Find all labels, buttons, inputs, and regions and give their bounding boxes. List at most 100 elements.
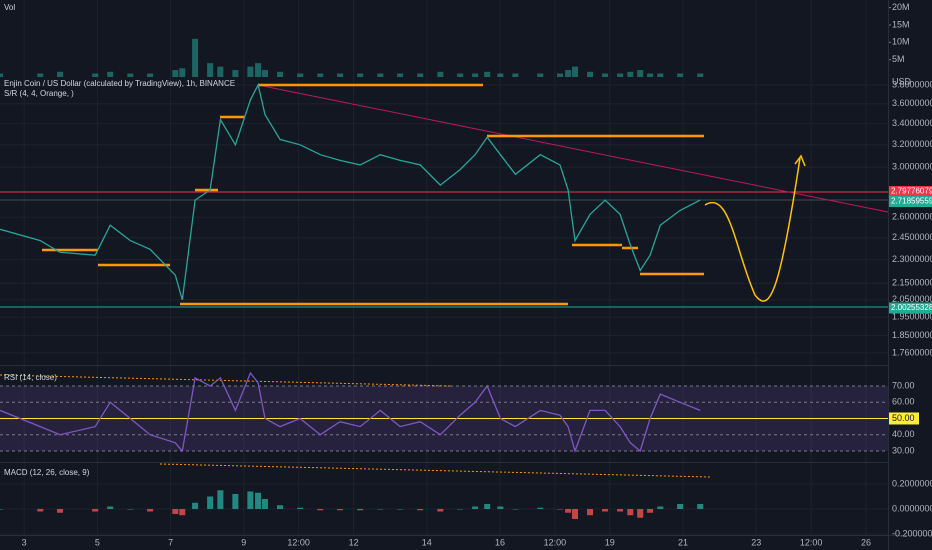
bar	[255, 492, 262, 509]
bar	[637, 509, 644, 518]
y-tick-label: -0.20000000	[892, 528, 932, 538]
x-tick-label: 26	[861, 537, 871, 547]
bar	[317, 509, 324, 511]
y-tick-label: 2.30000000	[892, 254, 932, 264]
bar	[587, 71, 594, 77]
series-line	[0, 83, 701, 300]
bar	[557, 509, 564, 510]
bar	[255, 63, 262, 77]
bar	[147, 73, 154, 77]
y-tick-label: 2.45000000	[892, 232, 932, 242]
bar	[472, 506, 479, 509]
x-tick-label: 14	[422, 537, 432, 547]
bar	[627, 509, 634, 516]
bar	[602, 73, 609, 77]
bar	[617, 509, 624, 512]
bar	[484, 504, 491, 509]
bar	[127, 509, 134, 510]
y-tick-label: 5M	[892, 54, 905, 64]
y-tick-label: 2.05000000	[892, 294, 932, 304]
bar	[437, 509, 444, 512]
bar	[565, 509, 572, 513]
y-tick-label: 3.00000000	[892, 162, 932, 172]
grid	[0, 0, 891, 535]
bar	[602, 509, 609, 512]
price-tag	[889, 186, 932, 198]
trend-line	[257, 84, 889, 213]
bar	[457, 73, 464, 77]
bar	[657, 73, 664, 77]
x-tick-label: 9	[241, 537, 246, 547]
bar	[457, 509, 464, 510]
bar	[587, 509, 594, 516]
y-tick-label: 20M	[892, 2, 910, 12]
projection-curve	[704, 157, 801, 302]
bar	[57, 71, 64, 77]
bar	[697, 504, 704, 509]
bar	[497, 73, 504, 77]
y-tick-label: 0.20000000	[892, 478, 932, 488]
bar	[57, 509, 64, 513]
bar	[179, 68, 186, 77]
x-tick-label: 12	[349, 537, 359, 547]
currency: USD	[892, 76, 912, 86]
x-tick-label: 12:00	[800, 537, 823, 547]
marks	[0, 38, 704, 519]
bar	[147, 509, 154, 512]
sr-levels	[42, 83, 704, 306]
x-tick-label: 19	[605, 537, 615, 547]
price-tag-label: 2.79776079	[891, 187, 932, 196]
x-tick-label: 12:00	[287, 537, 310, 547]
bar	[297, 507, 304, 509]
x-tick-label: 3	[22, 537, 27, 547]
bar	[512, 509, 519, 510]
bar	[537, 73, 544, 77]
bar	[437, 71, 444, 77]
bar	[207, 63, 214, 77]
x-tick-label: 21	[678, 537, 688, 547]
bar	[172, 509, 179, 514]
y-tick-label: 3.20000000	[892, 139, 932, 149]
bar	[0, 73, 3, 77]
bar	[357, 73, 364, 77]
bar	[627, 71, 634, 77]
bar	[677, 73, 684, 77]
y-tick-label: 1.76000000	[892, 347, 932, 357]
y-tick-label: 0.00000000	[892, 503, 932, 513]
bar	[192, 502, 199, 509]
projection-arrow	[794, 154, 806, 167]
bar	[565, 70, 572, 77]
bar	[637, 70, 644, 77]
bar	[217, 66, 224, 77]
y-tick-label: 3.80000000	[892, 79, 932, 89]
bar	[297, 73, 304, 77]
bar	[337, 509, 344, 511]
bar	[647, 73, 654, 77]
bar	[232, 494, 239, 509]
bar	[572, 66, 579, 77]
y-tick-label: 15M	[892, 19, 910, 29]
bar	[537, 507, 544, 509]
y-tick-label: 2.15000000	[892, 278, 932, 288]
bar	[262, 70, 269, 77]
bar	[377, 73, 384, 77]
bar	[207, 496, 214, 509]
bar	[92, 73, 99, 77]
y-tick-label: 50.00	[892, 413, 915, 423]
bar	[657, 506, 664, 509]
bar	[677, 504, 684, 509]
bar	[337, 73, 344, 77]
x-tick-label: 23	[751, 537, 761, 547]
series-line	[0, 371, 701, 454]
price-tag	[889, 196, 932, 208]
bar	[107, 71, 114, 77]
rsi-title: RSI (14, close)	[4, 373, 57, 382]
y-tick-label: 30.00	[892, 445, 915, 455]
price-tag-label: 2.00255328	[891, 303, 932, 312]
price-tag-label: 2.71859559	[891, 197, 932, 206]
y-tick-label: 3.60000000	[892, 98, 932, 108]
bar	[472, 73, 479, 77]
x-tick-label: 5	[95, 537, 100, 547]
